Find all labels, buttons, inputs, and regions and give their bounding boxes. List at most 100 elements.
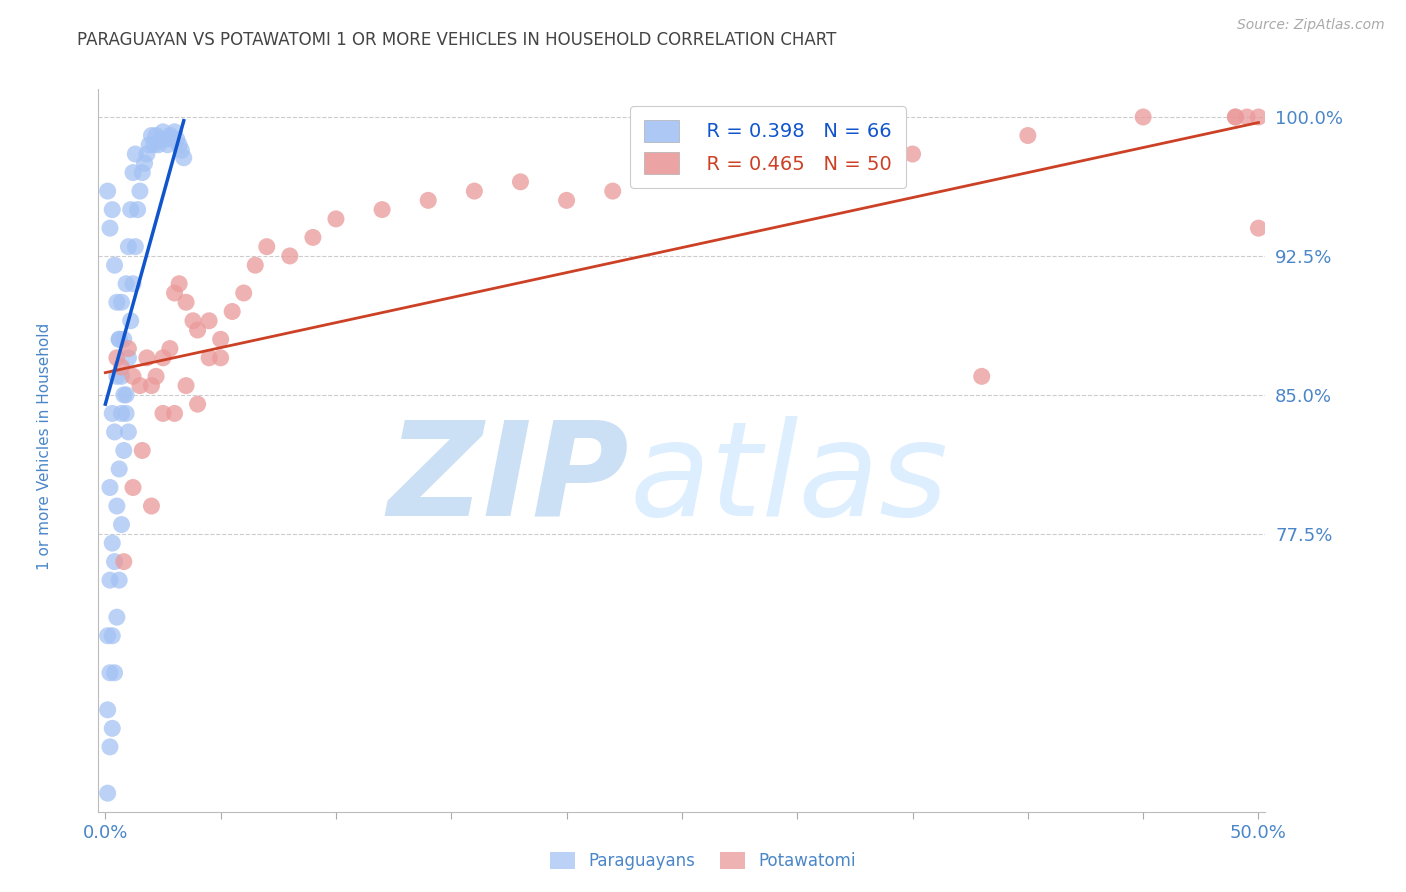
Point <box>117 425 139 439</box>
Point <box>98 665 121 680</box>
Point <box>117 351 139 365</box>
Point <box>221 304 243 318</box>
Point <box>110 360 132 375</box>
Point <box>198 351 221 365</box>
Point <box>163 285 186 300</box>
Point <box>134 156 156 170</box>
Point <box>174 378 197 392</box>
Point <box>156 137 179 152</box>
Point <box>152 125 174 139</box>
Point <box>152 406 174 420</box>
Point <box>145 128 167 143</box>
Point <box>105 369 128 384</box>
Point <box>166 132 188 146</box>
Point <box>112 555 135 569</box>
Point <box>97 629 120 643</box>
Text: ZIP: ZIP <box>388 416 630 543</box>
Point <box>170 144 193 158</box>
Point <box>101 722 124 736</box>
Point <box>120 314 142 328</box>
Point <box>101 536 124 550</box>
Point <box>970 369 993 384</box>
Point <box>108 332 131 346</box>
Point <box>115 277 138 291</box>
Point <box>101 406 124 420</box>
Text: 1 or more Vehicles in Household: 1 or more Vehicles in Household <box>38 322 52 570</box>
Point <box>120 202 142 217</box>
Point <box>105 499 128 513</box>
Point <box>127 202 149 217</box>
Point <box>98 221 121 235</box>
Point <box>187 323 209 337</box>
Point <box>101 629 124 643</box>
Point <box>174 295 197 310</box>
Point <box>602 184 624 198</box>
Point <box>173 151 195 165</box>
Point <box>112 443 135 458</box>
Point <box>117 342 139 356</box>
Point <box>115 406 138 420</box>
Point <box>142 137 165 152</box>
Point <box>148 137 170 152</box>
Point <box>129 184 152 198</box>
Point <box>141 128 163 143</box>
Point <box>122 481 145 495</box>
Point <box>1236 110 1258 124</box>
Point <box>371 202 394 217</box>
Point <box>110 369 132 384</box>
Point <box>901 147 924 161</box>
Point <box>555 194 578 208</box>
Point <box>209 332 232 346</box>
Point <box>145 369 167 384</box>
Point <box>135 147 157 161</box>
Point <box>124 147 146 161</box>
Point <box>105 295 128 310</box>
Point <box>1247 221 1270 235</box>
Point <box>98 481 121 495</box>
Point <box>1225 110 1247 124</box>
Point <box>101 202 124 217</box>
Point <box>418 194 440 208</box>
Point <box>181 314 204 328</box>
Point <box>1225 110 1247 124</box>
Point <box>112 332 135 346</box>
Point <box>105 610 128 624</box>
Point <box>509 175 531 189</box>
Point <box>122 277 145 291</box>
Point <box>124 240 146 254</box>
Point <box>122 165 145 179</box>
Point <box>1132 110 1154 124</box>
Point <box>187 397 209 411</box>
Point <box>278 249 301 263</box>
Point <box>786 165 808 179</box>
Point <box>155 132 177 146</box>
Point <box>1247 110 1270 124</box>
Point <box>149 132 172 146</box>
Point <box>135 351 157 365</box>
Point <box>103 258 125 272</box>
Point <box>141 378 163 392</box>
Point <box>105 351 128 365</box>
Text: Source: ZipAtlas.com: Source: ZipAtlas.com <box>1237 18 1385 32</box>
Point <box>122 369 145 384</box>
Point <box>141 499 163 513</box>
Point <box>112 388 135 402</box>
Point <box>97 184 120 198</box>
Point <box>110 295 132 310</box>
Point <box>103 555 125 569</box>
Point <box>97 786 120 800</box>
Point <box>167 277 190 291</box>
Point <box>463 184 485 198</box>
Point <box>209 351 232 365</box>
Point <box>97 703 120 717</box>
Point <box>138 137 160 152</box>
Point <box>103 665 125 680</box>
Point <box>131 443 153 458</box>
Text: PARAGUAYAN VS POTAWATOMI 1 OR MORE VEHICLES IN HOUSEHOLD CORRELATION CHART: PARAGUAYAN VS POTAWATOMI 1 OR MORE VEHIC… <box>77 31 837 49</box>
Point <box>103 425 125 439</box>
Point <box>115 388 138 402</box>
Point <box>163 125 186 139</box>
Point <box>110 517 132 532</box>
Point <box>108 573 131 587</box>
Point <box>302 230 325 244</box>
